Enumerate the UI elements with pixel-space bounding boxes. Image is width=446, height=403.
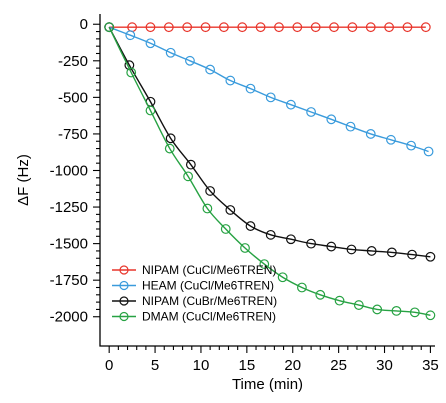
data-point: [286, 234, 296, 245]
data-point: [182, 22, 193, 33]
y-axis-label: ΔF (Hz): [15, 154, 32, 206]
axes: 0 -250 -500 -750 -1000 -1250 -1500 -1750 -2000 0 5…: [50, 14, 439, 374]
y-tick-label: -750: [58, 126, 88, 143]
data-point: [245, 83, 256, 94]
plot-area: [104, 22, 436, 321]
data-point: [326, 114, 337, 125]
data-point: [225, 205, 236, 215]
data-point: [277, 272, 288, 283]
x-tick-label: 10: [193, 357, 210, 374]
data-point: [425, 251, 436, 262]
data-point: [366, 246, 377, 256]
data-point: [292, 22, 303, 33]
data-point: [125, 30, 136, 41]
data-point: [245, 221, 256, 231]
data-point: [420, 22, 431, 33]
data-point: [202, 203, 213, 214]
data-point: [372, 304, 383, 315]
data-point: [402, 22, 413, 33]
data-point: [346, 244, 357, 255]
data-point: [274, 22, 284, 33]
data-point: [165, 47, 176, 58]
data-point: [407, 249, 417, 260]
data-point: [365, 129, 376, 139]
data-point: [205, 186, 216, 196]
x-tick-label: 20: [284, 357, 301, 374]
legend: NIPAM (CuCl/Me6TREN) HEAM (CuCl/Me6TREN)N…: [112, 263, 277, 324]
data-point: [365, 22, 376, 33]
data-point: [225, 75, 236, 86]
legend-marker-1: [119, 280, 129, 291]
series-line-2: [108, 26, 431, 258]
data-point: [391, 305, 402, 316]
y-tick-label: -2000: [50, 309, 88, 326]
data-point: [353, 300, 364, 310]
data-point: [164, 143, 175, 154]
y-tick-label: -1000: [50, 162, 88, 179]
data-point: [219, 22, 229, 33]
data-point: [286, 99, 296, 110]
data-point: [126, 67, 137, 78]
data-point: [406, 140, 417, 151]
data-point: [165, 133, 176, 144]
data-point: [185, 159, 196, 170]
data-point: [306, 238, 316, 249]
data-point: [347, 22, 358, 33]
legend-marker-2: [119, 296, 129, 306]
y-tick-label: -1750: [50, 272, 88, 289]
data-point: [329, 22, 339, 33]
x-tick-label: 15: [239, 357, 256, 374]
x-axis-label: Time (min): [232, 376, 303, 393]
data-point: [297, 282, 307, 293]
y-tick-label: -500: [58, 89, 88, 106]
data-point: [259, 259, 270, 269]
data-point: [255, 22, 266, 33]
data-point: [326, 241, 337, 252]
data-point: [185, 55, 195, 66]
data-point: [386, 134, 396, 145]
data-point: [200, 22, 211, 33]
data-point: [425, 310, 436, 321]
x-tick-label: 30: [376, 357, 393, 374]
legend-marker-0: [119, 265, 129, 275]
legend-label-3: DMAM (CuCl/Me6TREN): [142, 310, 276, 324]
x-tick-label: 0: [105, 357, 113, 374]
legend-label-0: NIPAM (CuCl/Me6TREN): [142, 263, 276, 277]
series-line-1: [108, 26, 429, 153]
series-line-3: [108, 26, 431, 316]
x-tick-label: 5: [151, 357, 159, 374]
legend-marker-3: [119, 311, 129, 322]
data-point: [423, 146, 434, 157]
data-point: [145, 105, 156, 116]
data-point: [145, 38, 156, 49]
data-point: [334, 295, 345, 306]
data-point: [384, 22, 395, 33]
data-point: [205, 64, 216, 75]
y-tick-label: -1500: [50, 236, 88, 253]
legend-label-1: HEAM (CuCl/Me6TREN): [142, 279, 274, 293]
data-point: [183, 171, 194, 182]
y-tick-label: 0: [80, 16, 88, 33]
y-tick-label: -1250: [50, 199, 88, 216]
x-tick-label: 35: [422, 357, 439, 374]
x-tick-label: 25: [330, 357, 347, 374]
data-point: [345, 121, 356, 132]
data-point: [220, 224, 231, 234]
data-point: [104, 22, 115, 33]
y-tick-label: -250: [58, 53, 88, 70]
data-point: [306, 107, 316, 117]
data-point: [265, 92, 276, 103]
data-point: [315, 289, 326, 300]
legend-label-2: NIPAM (CuBr/Me6TREN): [142, 294, 277, 308]
data-point: [310, 22, 321, 33]
data-point: [409, 307, 420, 318]
data-point: [386, 247, 397, 258]
data-point: [163, 22, 174, 33]
data-point: [145, 22, 156, 33]
data-point: [240, 243, 250, 253]
data-point: [265, 229, 276, 240]
data-point: [237, 22, 248, 33]
axis-frame: [99, 14, 435, 347]
